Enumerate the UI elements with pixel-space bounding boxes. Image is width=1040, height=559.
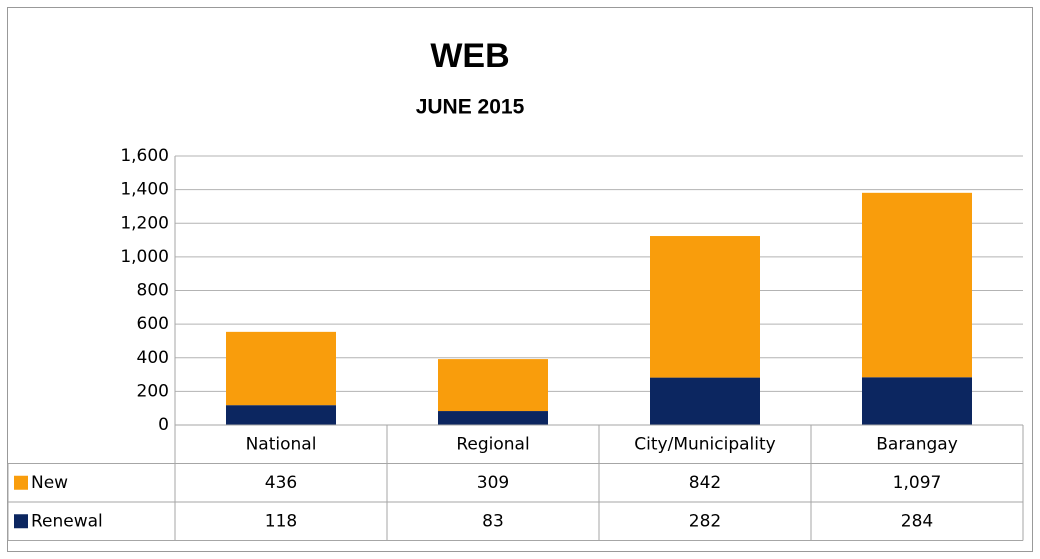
legend-swatch — [14, 475, 28, 490]
y-tick-label: 1,200 — [120, 213, 169, 233]
x-tick-label: City/Municipality — [634, 434, 775, 454]
y-tick-label: 1,400 — [120, 180, 169, 200]
x-tick-label: Barangay — [876, 434, 958, 454]
x-tick-label: National — [246, 434, 317, 454]
y-tick-label: 0 — [158, 415, 169, 435]
table-value: 309 — [477, 473, 509, 493]
bar-segment — [226, 405, 336, 425]
bar-segment — [226, 331, 336, 406]
table-value: 1,097 — [893, 473, 942, 493]
bar-segment — [862, 377, 972, 425]
chart-border — [7, 7, 1033, 552]
chart-title: WEB — [430, 37, 509, 75]
bar-segment — [438, 359, 548, 412]
table-value: 842 — [689, 473, 721, 493]
bar-segment — [650, 377, 760, 425]
y-tick-label: 200 — [137, 381, 169, 401]
y-tick-label: 1,600 — [120, 146, 169, 166]
chart-subtitle: JUNE 2015 — [416, 96, 525, 119]
table-value: 83 — [482, 511, 504, 531]
table-value: 118 — [265, 511, 297, 531]
y-tick-label: 400 — [137, 348, 169, 368]
y-tick-label: 800 — [137, 281, 169, 301]
bar-segment — [438, 411, 548, 425]
table-value: 436 — [265, 473, 297, 493]
bar-segment — [650, 236, 760, 378]
legend-swatch — [14, 514, 28, 529]
table-value: 282 — [689, 511, 721, 531]
bar-segment — [862, 192, 972, 378]
x-tick-label: Regional — [456, 434, 529, 454]
y-tick-label: 600 — [137, 314, 169, 334]
table-value: 284 — [901, 511, 933, 531]
y-tick-label: 1,000 — [120, 247, 169, 267]
legend-label: New — [31, 473, 68, 493]
legend-label: Renewal — [31, 511, 103, 531]
